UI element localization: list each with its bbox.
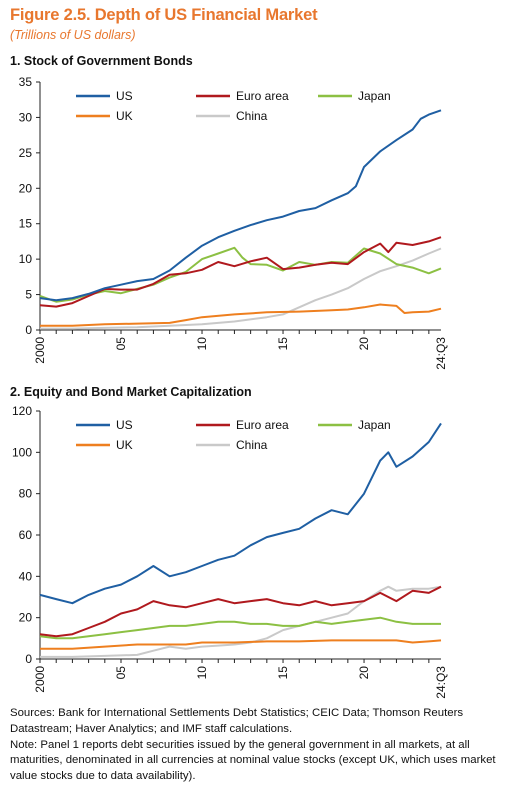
x-tick-label: 2000 bbox=[33, 666, 47, 693]
y-tick-label: 5 bbox=[25, 288, 32, 302]
legend-label-uk: UK bbox=[116, 438, 133, 452]
y-tick-label: 30 bbox=[19, 110, 33, 124]
y-tick-label: 10 bbox=[19, 252, 33, 266]
legend-label-us: US bbox=[116, 418, 133, 432]
y-tick-label: 20 bbox=[19, 181, 33, 195]
y-tick-label: 35 bbox=[19, 75, 33, 89]
x-tick-label: 20 bbox=[357, 666, 371, 680]
y-tick-label: 120 bbox=[12, 404, 32, 418]
legend-label-japan: Japan bbox=[358, 89, 391, 103]
x-tick-label: 10 bbox=[195, 337, 209, 351]
figure-title: Figure 2.5. Depth of US Financial Market bbox=[10, 6, 318, 24]
x-tick-label: 15 bbox=[276, 666, 290, 680]
y-tick-label: 100 bbox=[12, 445, 32, 459]
panel1-title: 1. Stock of Government Bonds bbox=[10, 54, 193, 68]
legend-label-china: China bbox=[236, 438, 268, 452]
y-tick-label: 15 bbox=[19, 217, 33, 231]
x-tick-label: 10 bbox=[195, 666, 209, 680]
x-tick-label: 2000 bbox=[33, 337, 47, 364]
series-line-us bbox=[39, 422, 442, 605]
y-tick-label: 0 bbox=[25, 323, 32, 337]
legend-label-us: US bbox=[116, 89, 133, 103]
note-text: Note: Panel 1 reports debt securities is… bbox=[10, 738, 496, 783]
legend-label-uk: UK bbox=[116, 109, 133, 123]
x-tick-label: 15 bbox=[276, 337, 290, 351]
x-tick-label: 05 bbox=[114, 666, 128, 680]
y-tick-label: 60 bbox=[19, 528, 33, 542]
x-tick-label: 24:Q3 bbox=[434, 666, 448, 699]
series-line-japan bbox=[39, 616, 441, 640]
x-tick-label: 05 bbox=[114, 337, 128, 351]
panel2-title: 2. Equity and Bond Market Capitalization bbox=[10, 385, 252, 399]
legend-label-euro-area: Euro area bbox=[236, 418, 289, 432]
series-line-euro-area bbox=[39, 236, 442, 308]
legend-label-japan: Japan bbox=[358, 418, 391, 432]
figure-notes: Sources: Bank for International Settleme… bbox=[10, 706, 506, 785]
y-tick-label: 20 bbox=[19, 611, 33, 625]
y-tick-label: 0 bbox=[25, 652, 32, 666]
series-line-uk bbox=[40, 303, 442, 327]
figure-subtitle: (Trillions of US dollars) bbox=[10, 28, 136, 42]
series-line-us bbox=[39, 109, 442, 302]
sources-text: Sources: Bank for International Settleme… bbox=[10, 707, 464, 735]
y-tick-label: 40 bbox=[19, 569, 33, 583]
series-line-china bbox=[40, 247, 442, 330]
y-tick-label: 80 bbox=[19, 487, 33, 501]
x-tick-label: 24:Q3 bbox=[434, 337, 448, 370]
legend-label-euro-area: Euro area bbox=[236, 89, 289, 103]
legend-label-china: China bbox=[236, 109, 268, 123]
y-tick-label: 25 bbox=[19, 146, 33, 160]
series-line-china bbox=[40, 585, 442, 658]
x-tick-label: 20 bbox=[357, 337, 371, 351]
series-line-japan bbox=[39, 246, 442, 303]
series-line-euro-area bbox=[39, 585, 442, 638]
market-capitalization-chart: 0 20 40 60 80 100 120 2000 05 10 15 20 24:Q3 US Euro a… bbox=[12, 404, 448, 699]
series-line-uk bbox=[40, 639, 442, 650]
